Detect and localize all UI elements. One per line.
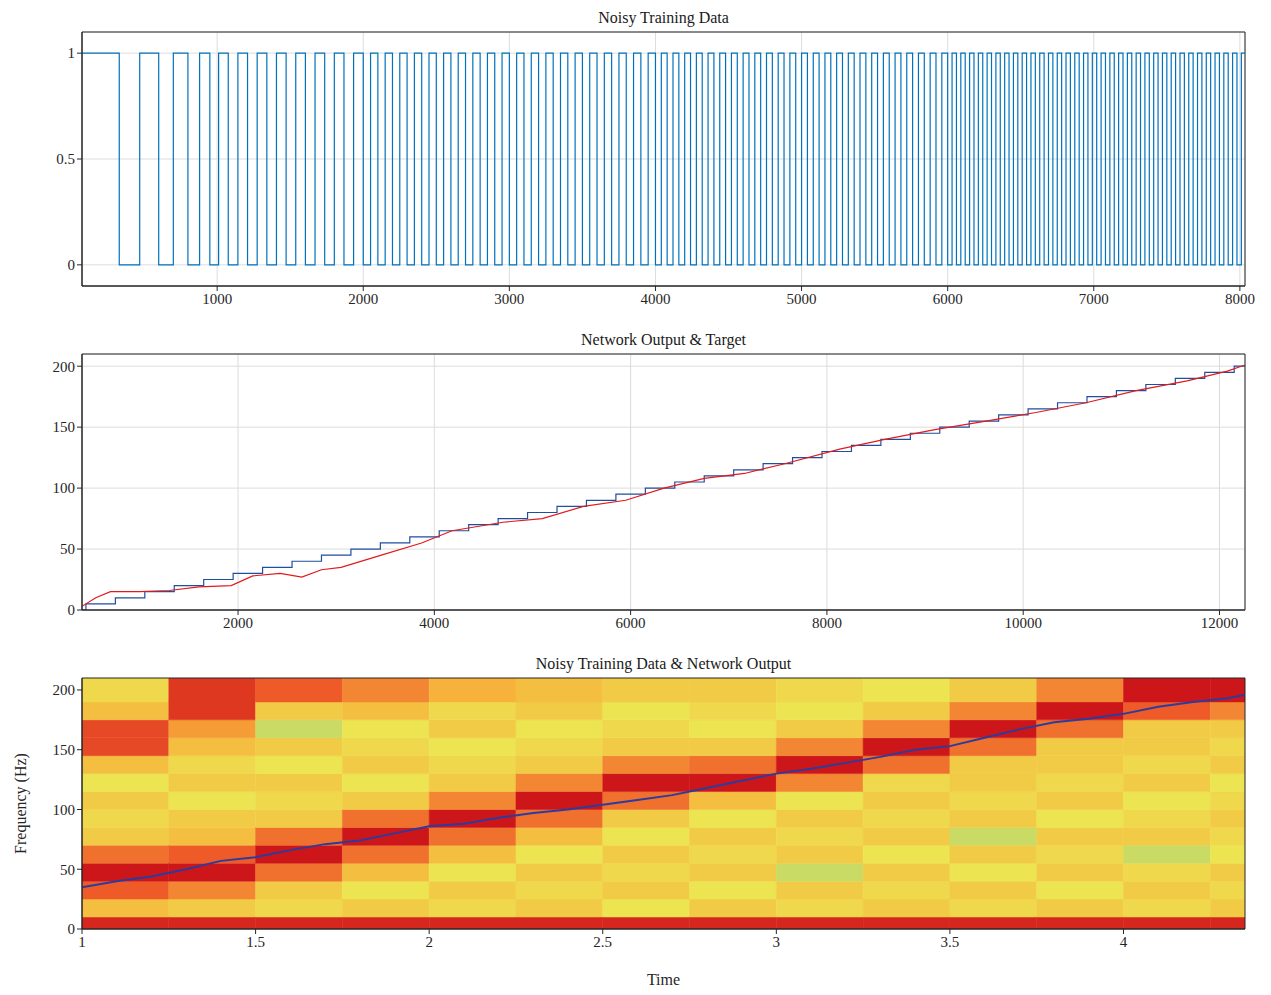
svg-text:12000: 12000 xyxy=(1201,615,1239,631)
svg-text:7000: 7000 xyxy=(1079,291,1109,307)
svg-text:0: 0 xyxy=(68,257,76,273)
svg-text:1.5: 1.5 xyxy=(246,934,265,950)
svg-text:0: 0 xyxy=(68,602,76,618)
svg-text:200: 200 xyxy=(53,682,76,698)
svg-text:8000: 8000 xyxy=(812,615,842,631)
svg-text:150: 150 xyxy=(53,419,76,435)
svg-text:6000: 6000 xyxy=(933,291,963,307)
svg-text:3000: 3000 xyxy=(494,291,524,307)
svg-text:0.5: 0.5 xyxy=(56,151,75,167)
svg-text:1000: 1000 xyxy=(202,291,232,307)
svg-text:100: 100 xyxy=(53,480,76,496)
svg-text:10000: 10000 xyxy=(1004,615,1042,631)
svg-text:2000: 2000 xyxy=(348,291,378,307)
svg-text:4000: 4000 xyxy=(419,615,449,631)
svg-text:Frequency (Hz): Frequency (Hz) xyxy=(12,753,30,854)
svg-text:5000: 5000 xyxy=(787,291,817,307)
svg-text:4: 4 xyxy=(1120,934,1128,950)
svg-text:50: 50 xyxy=(60,541,75,557)
svg-text:0: 0 xyxy=(68,921,76,937)
svg-text:3.5: 3.5 xyxy=(941,934,960,950)
svg-text:2000: 2000 xyxy=(223,615,253,631)
svg-text:100: 100 xyxy=(53,802,76,818)
svg-text:2: 2 xyxy=(425,934,433,950)
html-text:Noisy Training Data: Noisy Training Data xyxy=(598,9,729,26)
html-text:Noisy Training Data & Network: Noisy Training Data & Network Output xyxy=(535,655,792,672)
svg-text:150: 150 xyxy=(53,742,76,758)
svg-text:50: 50 xyxy=(60,862,75,878)
svg-text:1: 1 xyxy=(68,45,76,61)
svg-text:3: 3 xyxy=(773,934,781,950)
svg-text:2.5: 2.5 xyxy=(593,934,612,950)
svg-text:Time: Time xyxy=(647,971,680,988)
svg-text:8000: 8000 xyxy=(1225,291,1255,307)
svg-text:4000: 4000 xyxy=(640,291,670,307)
svg-text:6000: 6000 xyxy=(616,615,646,631)
html-text:Network Output & Target: Network Output & Target xyxy=(581,331,746,348)
svg-text:1: 1 xyxy=(78,934,86,950)
svg-text:200: 200 xyxy=(53,359,76,375)
